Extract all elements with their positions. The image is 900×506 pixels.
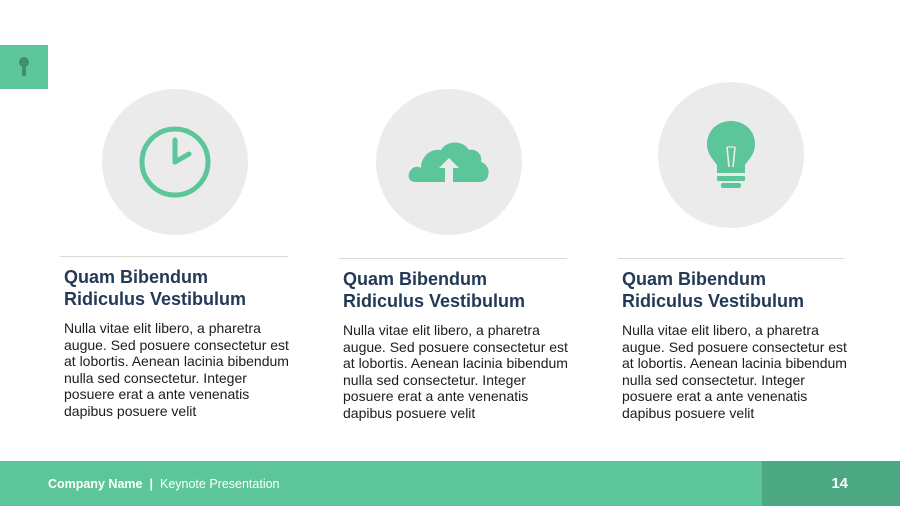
feature-column-3: Quam Bibendum Ridiculus Vestibulum Nulla…	[618, 0, 848, 460]
title-line-1: Quam Bibendum	[622, 269, 767, 289]
presentation-subtitle: Keynote Presentation	[159, 476, 280, 491]
marker-tab	[0, 45, 48, 89]
title-line-2: Ridiculus Vestibulum	[64, 289, 247, 309]
title-line-1: Quam Bibendum	[64, 267, 209, 287]
column-body: Nulla vitae elit libero, a pharetra augu…	[64, 320, 289, 419]
company-name: Company Name	[48, 476, 143, 491]
footer-caption: Company Name | Keynote Presentation	[48, 461, 280, 506]
column-title: Quam Bibendum Ridiculus Vestibulum	[64, 266, 304, 310]
icon-circle	[376, 89, 522, 235]
page-number-box: 14	[762, 461, 900, 506]
cloud-upload-icon	[408, 142, 489, 182]
title-line-1: Quam Bibendum	[343, 269, 488, 289]
column-title: Quam Bibendum Ridiculus Vestibulum	[343, 268, 583, 312]
feature-column-1: Quam Bibendum Ridiculus Vestibulum Nulla…	[60, 0, 290, 460]
footer-bar: Company Name | Keynote Presentation 14	[0, 461, 900, 506]
page-number: 14	[831, 475, 848, 492]
icon-circle	[658, 82, 804, 228]
clock-icon	[139, 126, 211, 198]
footer-separator: |	[149, 476, 153, 491]
icon-circle	[102, 89, 248, 235]
title-line-2: Ridiculus Vestibulum	[622, 291, 805, 311]
title-line-2: Ridiculus Vestibulum	[343, 291, 526, 311]
divider	[339, 258, 567, 259]
column-title: Quam Bibendum Ridiculus Vestibulum	[622, 268, 862, 312]
column-body: Nulla vitae elit libero, a pharetra augu…	[622, 322, 847, 421]
feature-column-2: Quam Bibendum Ridiculus Vestibulum Nulla…	[339, 0, 569, 460]
column-body: Nulla vitae elit libero, a pharetra augu…	[343, 322, 568, 421]
divider	[618, 258, 844, 259]
lightbulb-icon	[707, 121, 755, 188]
pin-icon	[19, 57, 29, 76]
divider	[60, 256, 288, 257]
